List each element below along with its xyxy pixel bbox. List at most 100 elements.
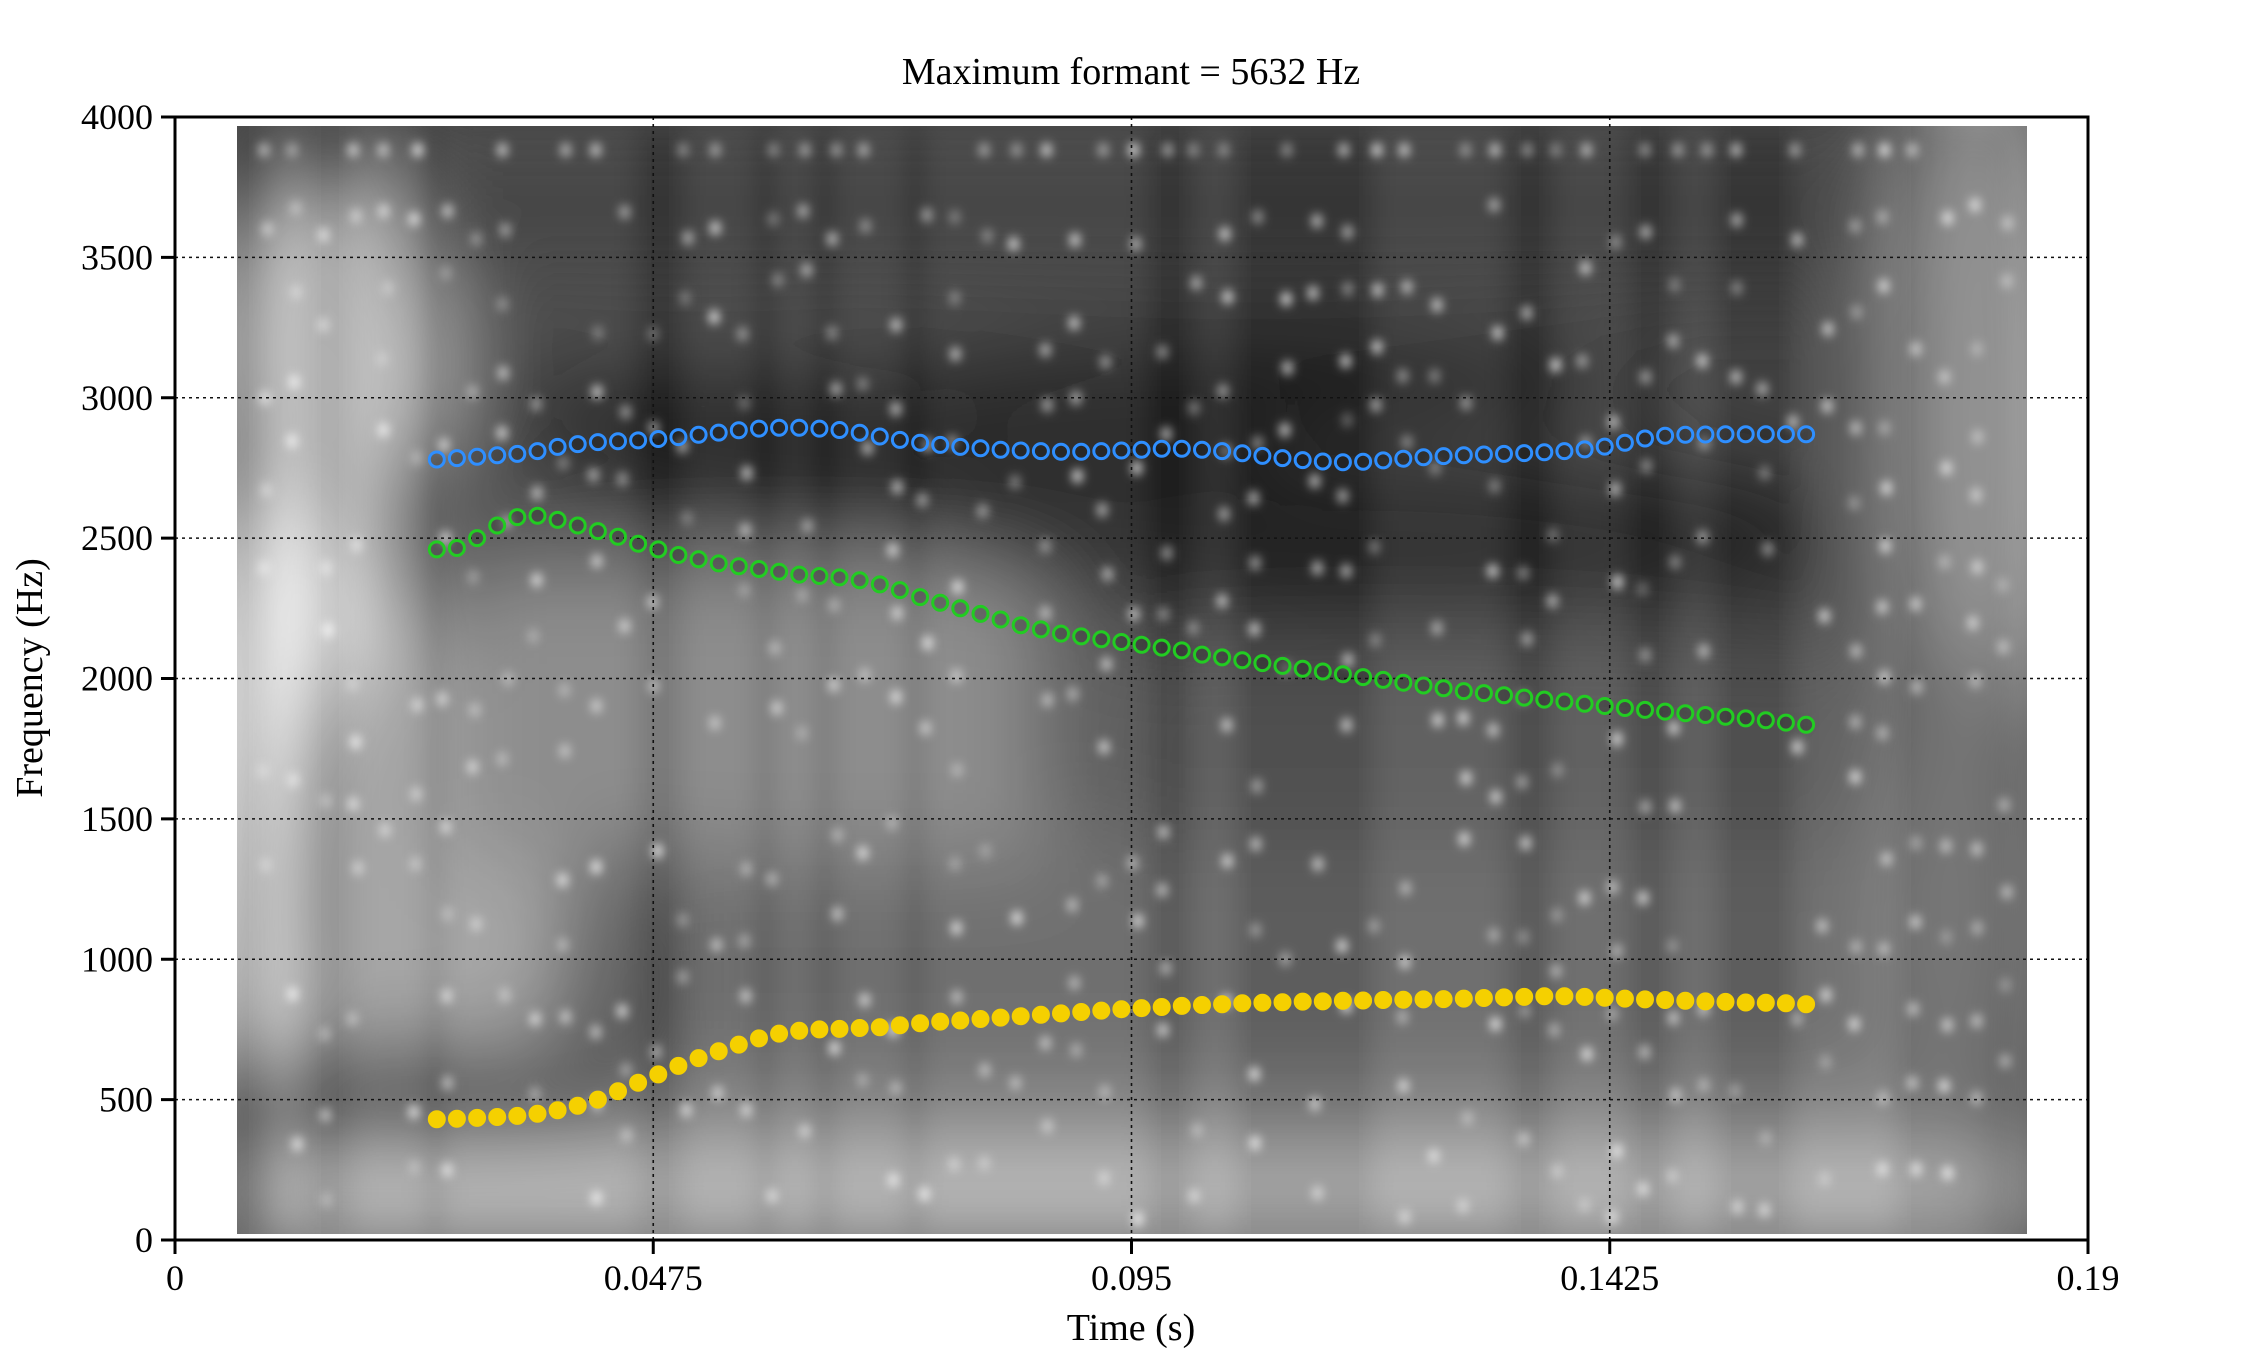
formant-point [528, 1104, 547, 1123]
formant-point [1313, 992, 1332, 1011]
formant-point [1535, 690, 1554, 709]
y-tick-label: 500 [99, 1080, 153, 1120]
formant-point [1253, 446, 1272, 465]
formant-point [528, 442, 547, 461]
formant-point [1414, 990, 1433, 1009]
formant-point [669, 546, 688, 564]
formant-point [729, 1035, 748, 1054]
formant-point [649, 540, 668, 559]
formant-point [729, 557, 748, 576]
y-tick-label: 2500 [81, 518, 153, 558]
formant-point [1474, 445, 1493, 464]
formant-point [1736, 425, 1755, 444]
formant-point [548, 437, 567, 456]
formant-point [488, 446, 507, 465]
formant-point [1756, 711, 1775, 730]
formant-point [1253, 654, 1272, 673]
formant-point [951, 1011, 970, 1030]
formant-point [971, 1010, 990, 1028]
formant-point [1072, 1003, 1091, 1021]
formant-point [1374, 991, 1393, 1009]
formant-point [1253, 993, 1272, 1012]
formant-point [1696, 992, 1715, 1011]
formant-point [447, 539, 466, 557]
formant-point [568, 516, 587, 535]
formant-point [1736, 993, 1755, 1012]
formant-point [1374, 670, 1393, 689]
formant-point [1454, 682, 1473, 701]
formant-point [1354, 991, 1373, 1010]
formant-point [770, 1024, 789, 1043]
formant-point [1112, 633, 1131, 651]
x-tick-label: 0.0475 [604, 1258, 703, 1298]
formant-point [750, 1029, 768, 1048]
formant-point [629, 534, 648, 553]
x-tick-label: 0 [166, 1258, 184, 1298]
formant-point [427, 1110, 446, 1129]
formant-point [1535, 443, 1554, 462]
formant-point [1595, 437, 1614, 456]
chart-title: Maximum formant = 5632 Hz [902, 51, 1360, 93]
formant-point [1615, 989, 1634, 1008]
formant-point [1636, 429, 1654, 448]
formant-point [548, 1101, 567, 1120]
formant-point [1636, 990, 1654, 1009]
formant-point [488, 516, 507, 535]
formant-point [870, 1018, 889, 1037]
formant-point [1193, 996, 1211, 1014]
x-axis-title: Time (s) [1067, 1307, 1195, 1349]
formant-point [1736, 709, 1755, 728]
formant-point [1333, 991, 1352, 1010]
formant-point [1233, 444, 1252, 463]
formant-point [1595, 697, 1614, 715]
formant-point [1293, 659, 1312, 678]
formant-point [1011, 616, 1030, 635]
formant-point [870, 575, 889, 594]
formant-point [1374, 451, 1393, 470]
formant-point [1434, 679, 1453, 698]
formant-point [770, 562, 789, 581]
formant-series-3 [427, 418, 1816, 472]
formant-point [1555, 987, 1574, 1006]
formant-point [669, 428, 688, 447]
formant-point [1776, 425, 1795, 444]
formant-point [890, 1016, 909, 1035]
formant-point [890, 430, 909, 449]
formant-point [850, 1019, 869, 1037]
formant-point [750, 560, 768, 578]
formant-point [1776, 713, 1795, 732]
formant-point [1172, 439, 1191, 458]
formant-point [1152, 439, 1171, 458]
formant-point [911, 1014, 930, 1033]
formant-point [1434, 447, 1453, 466]
formant-point [1273, 449, 1292, 468]
formant-point [1716, 425, 1735, 444]
formant-point [790, 565, 809, 584]
formant-point [1333, 665, 1352, 684]
formant-point [991, 440, 1010, 459]
formant-point [1052, 1004, 1070, 1023]
formant-point [1031, 1005, 1050, 1024]
x-tick-label: 0.1425 [1560, 1258, 1659, 1298]
formant-point [709, 423, 728, 442]
formant-point [1776, 994, 1795, 1013]
formant-point [830, 421, 849, 439]
formant-point [1354, 452, 1373, 471]
formant-point [1656, 426, 1675, 445]
formant-point [1313, 662, 1332, 681]
formant-point [830, 1019, 849, 1038]
formant-point [1354, 668, 1373, 687]
formant-point [468, 447, 487, 466]
formant-point [508, 508, 527, 527]
formant-point [1072, 627, 1091, 646]
formant-point [1233, 651, 1252, 670]
formant-point [1394, 990, 1413, 1009]
formant-point [810, 419, 829, 438]
formant-point [790, 1021, 809, 1040]
formant-point [1052, 624, 1070, 643]
formant-point [770, 418, 789, 437]
formant-point [1615, 433, 1634, 452]
formant-point [850, 571, 869, 590]
formant-point [1132, 999, 1151, 1018]
formant-point [1092, 442, 1111, 461]
